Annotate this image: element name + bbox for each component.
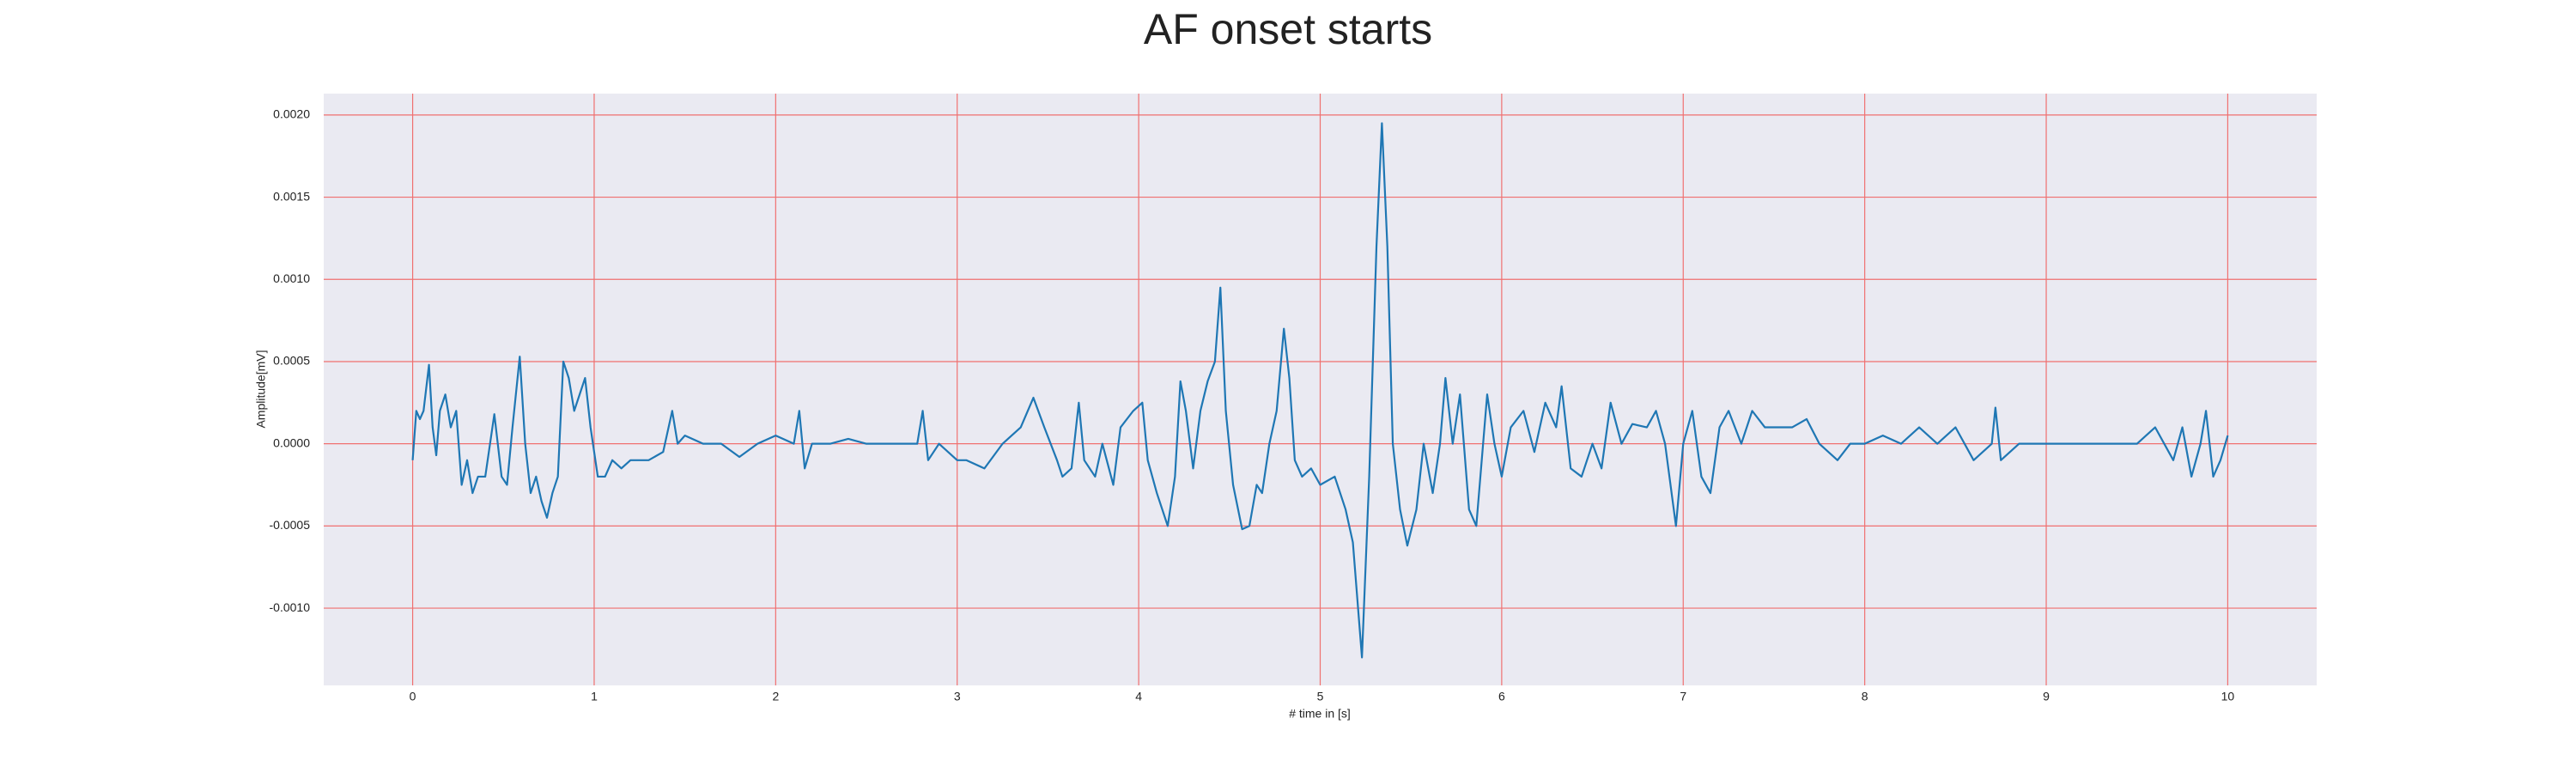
x-axis-label: # time in [s] [1289,707,1351,721]
x-tick-label: 8 [1862,690,1868,703]
x-tick-label: 6 [1498,690,1505,703]
y-axis-label: Amplitude[mV] [254,350,268,428]
chart-title: AF onset starts [1144,5,1432,53]
x-tick-label: 0 [410,690,416,703]
signal-line [411,122,2229,659]
x-tick-label: 7 [1680,690,1686,703]
x-tick-label: 5 [1317,690,1324,703]
x-tick-label: 9 [2043,690,2050,703]
y-tick-label: 0.0010 [273,271,310,285]
y-tick-label: 0.0020 [273,107,310,121]
y-tick-label: 0.0015 [273,189,310,203]
y-tick-label: 0.0000 [273,435,310,449]
x-tick-label: 1 [591,690,598,703]
y-tick-label: 0.0005 [273,354,310,368]
y-tick-label: -0.0005 [270,518,311,532]
x-tick-label: 10 [2221,690,2235,703]
x-tick-label: 4 [1135,690,1142,703]
y-tick-label: -0.0010 [270,600,311,614]
x-tick-label: 2 [772,690,779,703]
x-tick-label: 3 [954,690,961,703]
